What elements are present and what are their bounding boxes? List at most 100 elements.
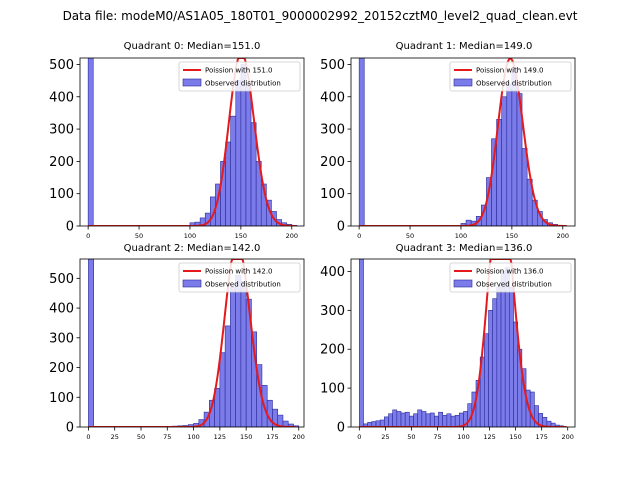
quadrant-1-title: Quadrant 1: Median=149.0: [396, 41, 533, 52]
q2-xtick-label-175: 175: [266, 433, 278, 441]
q0-legend-label-observed: Observed distribution: [205, 80, 281, 88]
q1-axes-frame: [350, 57, 576, 227]
q3-hist-bar-9: [396, 411, 402, 427]
q0-ytick-label-300: 300: [49, 123, 74, 138]
q2-xtick-label-75: 75: [163, 433, 171, 441]
q3-legend-label-observed: Observed distribution: [476, 281, 552, 289]
quadrant-1-plot-area: 0 100 200 300 400 500 0 50 100 150 200 Poission wit…: [320, 57, 576, 240]
q3-hist-bar-33: [496, 286, 502, 427]
q3-ytick-label-300: 300: [320, 304, 345, 319]
q2-ytick-label-100: 100: [49, 391, 74, 406]
q0-xtick-label-200: 200: [286, 232, 298, 240]
quadrant-1-panel: Quadrant 1: Median=149.0 0 100 200 300 400 50…: [320, 41, 576, 240]
q2-xtick-label-200: 200: [293, 433, 305, 441]
q3-hist-bar-23: [454, 415, 460, 427]
q3-hist-bar-11: [404, 411, 410, 427]
q0-ytick-label-500: 500: [49, 58, 74, 73]
q2-xtick-label-100: 100: [187, 433, 199, 441]
q3-hist-bar-32: [492, 298, 498, 427]
q1-xtick-label-100: 100: [455, 232, 467, 240]
q2-legend: Poission with 142.0 Observed distribution: [178, 262, 301, 293]
q1-ytick-label-100: 100: [320, 187, 345, 202]
q3-hist-bar-0: [359, 259, 364, 427]
q0-ytick-label-400: 400: [49, 90, 74, 105]
q3-hist-bar-31: [488, 310, 493, 427]
q1-xtick-label-50: 50: [406, 232, 414, 240]
q1-legend-label-poisson: Poission with 149.0: [476, 67, 544, 75]
q0-legend-bar-swatch: [182, 78, 202, 87]
q3-xtick-label-75: 75: [433, 433, 441, 441]
q0-ytick-label-200: 200: [49, 155, 74, 170]
q1-hist-bar-0: [358, 58, 365, 226]
quadrant-0-panel: Quadrant 0: Median=151.0 0 100 200 300 400 50…: [49, 41, 305, 240]
quadrant-0-title: Quadrant 0: Median=151.0: [124, 41, 261, 52]
quadrant-3-title: Quadrant 3: Median=136.0: [396, 243, 533, 254]
q3-ytick-label-400: 400: [320, 265, 345, 280]
q2-hist-bar-19: [266, 399, 273, 427]
q3-hist-bar-15: [421, 411, 427, 427]
q3-hist-bar-14: [417, 409, 423, 427]
q3-legend-label-poisson: Poission with 136.0: [476, 268, 544, 276]
q3-hist-bar-36: [509, 286, 514, 427]
q0-ytick-label-100: 100: [49, 187, 74, 202]
q1-legend: Poission with 149.0 Observed distribution: [449, 61, 572, 92]
q3-hist-bar-16: [425, 413, 431, 427]
q0-xtick-label-0: 0: [86, 232, 90, 240]
q2-xtick-label-50: 50: [137, 433, 145, 441]
q1-xtick-label-200: 200: [557, 232, 569, 240]
q3-hist-bar-34: [500, 271, 506, 427]
q0-xtick-label-150: 150: [235, 232, 247, 240]
q3-hist-bar-6: [384, 416, 389, 427]
q2-ytick-label-500: 500: [49, 272, 74, 287]
q3-ytick-label-100: 100: [320, 382, 345, 397]
q1-ytick-label-300: 300: [320, 123, 345, 138]
q2-xtick-label-150: 150: [240, 433, 252, 441]
q2-legend-bar-swatch: [182, 279, 202, 288]
q2-legend-label-observed: Observed distribution: [205, 281, 281, 289]
q0-ytick-label-0: 0: [66, 220, 74, 235]
q1-ytick-label-500: 500: [320, 58, 345, 73]
q1-hist-bar-10: [506, 83, 513, 226]
q2-ytick-label-300: 300: [49, 331, 74, 346]
quadrant-0-plot-area: 0 100 200 300 400 500 0 50 100 150 200 Poission wit…: [49, 57, 305, 240]
q3-hist-bar-8: [392, 409, 398, 427]
quadrant-2-plot-area: 0 100 200 300 400 500 0 25 50 75 100 125 150 175 200 Po…: [49, 258, 305, 441]
q0-legend: Poission with 151.0 Observed distribution: [178, 61, 301, 92]
q2-hist-bar-12: [230, 286, 236, 427]
q3-xtick-label-150: 150: [509, 433, 521, 441]
q3-xtick-label-200: 200: [561, 433, 573, 441]
q3-legend: Poission with 136.0 Observed distribution: [449, 262, 572, 293]
q2-ytick-label-200: 200: [49, 361, 74, 376]
q3-axes-frame: [350, 258, 576, 428]
quadrant-2-title: Quadrant 2: Median=142.0: [124, 243, 261, 254]
q2-hist-bar-0: [88, 259, 94, 427]
q3-hist-bar-30: [484, 333, 489, 427]
q3-hist-bar-41: [529, 391, 535, 427]
q0-xtick-label-50: 50: [135, 232, 143, 240]
q0-hist-bar-10: [235, 80, 242, 226]
quadrant-2-panel: Quadrant 2: Median=142.0 0 100 200 300 400 50…: [49, 243, 305, 441]
q3-xtick-label-175: 175: [535, 433, 547, 441]
q3-xtick-label-0: 0: [357, 433, 361, 441]
q3-hist-bar-13: [413, 413, 418, 427]
q2-hist-bar-10: [219, 352, 226, 427]
q3-ytick-label-0: 0: [337, 421, 345, 436]
q0-hist-bar-9: [230, 115, 237, 226]
q1-hist-bar-11: [511, 67, 518, 226]
q3-hist-bar-12: [409, 415, 414, 427]
quadrant-3-panel: Quadrant 3: Median=136.0 0 100 200 300 400 0 2…: [320, 243, 576, 441]
q3-hist-bar-20: [442, 415, 448, 427]
q2-legend-label-poisson: Poission with 142.0: [205, 268, 273, 276]
q2-hist-bar-13: [235, 275, 242, 427]
q3-xtick-label-125: 125: [483, 433, 495, 441]
q2-hist-bar-14: [240, 280, 247, 427]
figure-suptitle: Data file: modeM0/AS1A05_180T01_90000029…: [63, 9, 578, 23]
q2-ytick-label-400: 400: [49, 302, 74, 317]
q0-xtick-label-100: 100: [184, 232, 196, 240]
q1-xtick-label-0: 0: [357, 232, 361, 240]
q0-hist-bar-12: [245, 83, 252, 226]
q3-hist-bar-21: [446, 413, 452, 427]
q3-hist-bar-7: [388, 413, 393, 427]
q2-axes-frame: [79, 258, 305, 428]
